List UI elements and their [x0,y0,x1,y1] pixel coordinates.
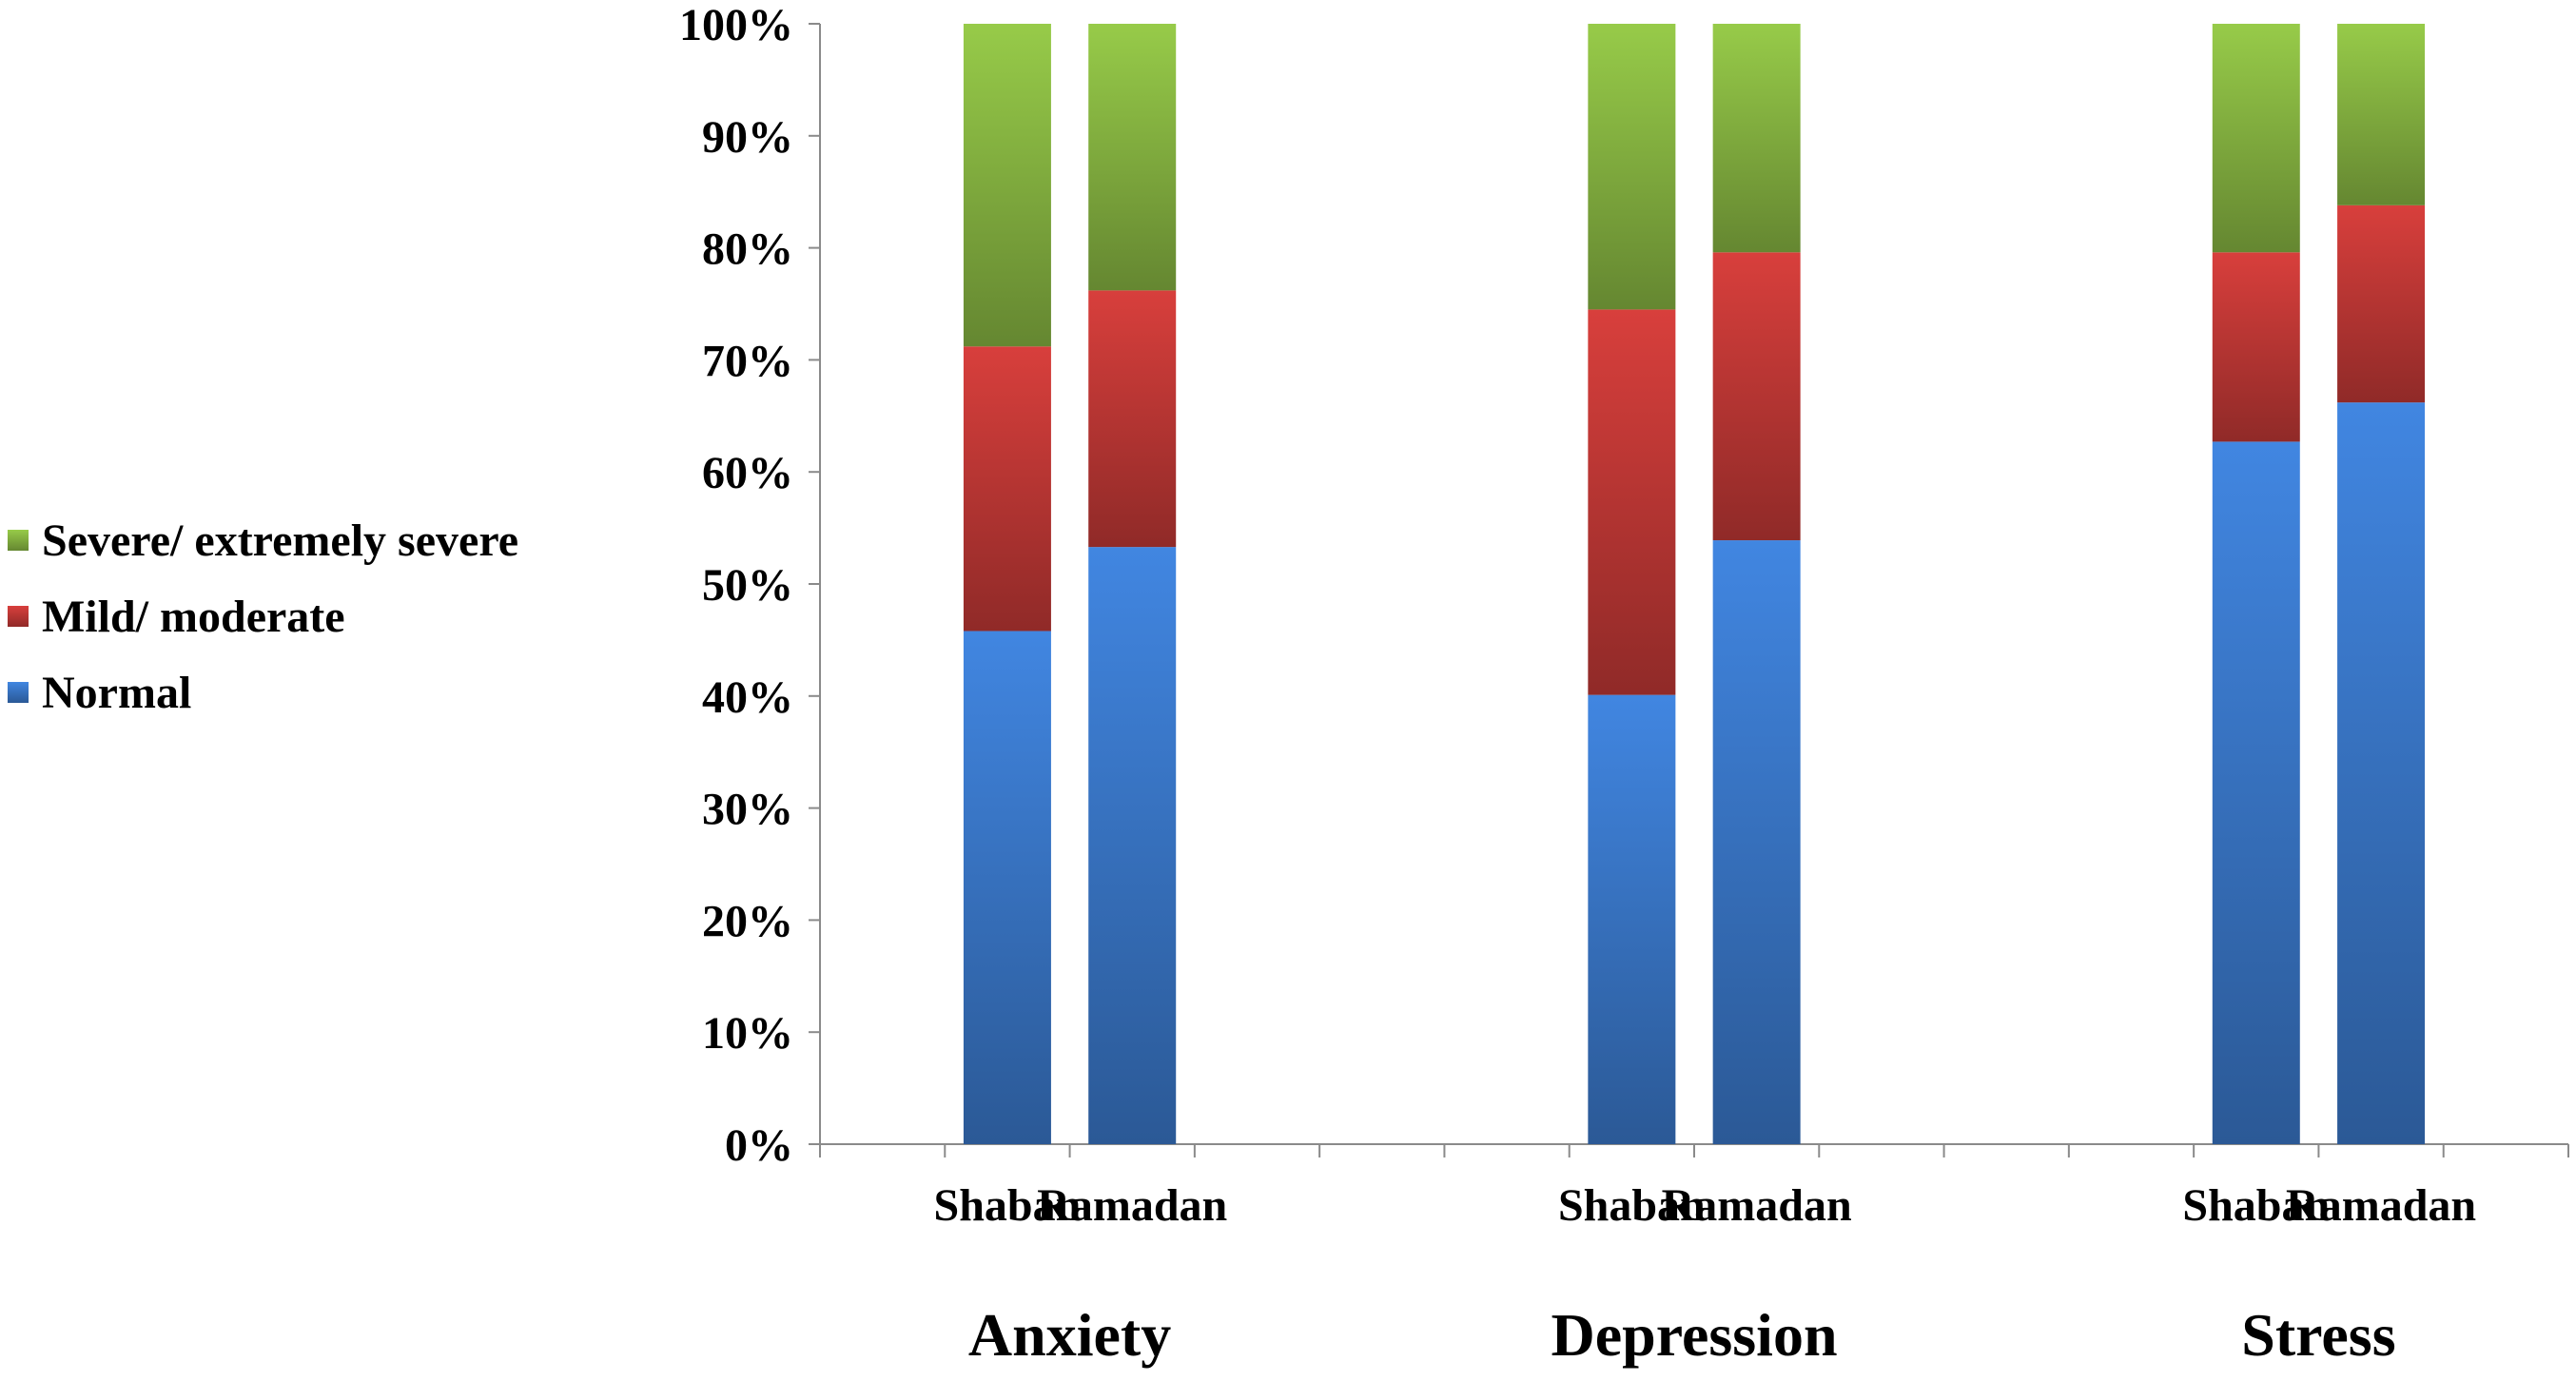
bar-segment-normal [1088,547,1177,1144]
x-category-label: Ramadan [2286,1180,2476,1231]
bar-segment-mild-moderate [2337,204,2426,403]
bar-segment-mild-moderate [2212,252,2300,442]
x-category-label: Shaban [1558,1180,1706,1231]
x-group-label: Depression [1551,1301,1837,1369]
legend-swatch [8,682,29,703]
bar-segment-normal [1712,540,1801,1144]
bar-segment-severe-extremely-severe [1088,24,1177,291]
x-category-label: Shaban [2182,1180,2330,1231]
y-tick-label: 90% [702,112,793,163]
legend-label: Severe/ extremely severe [42,515,518,566]
bar-segment-normal [2337,402,2426,1144]
x-category-label: Ramadan [1662,1180,1852,1231]
bar-segment-mild-moderate [1088,290,1177,548]
legend-label: Normal [42,668,191,718]
bar-segment-normal [963,631,1051,1144]
bar-segment-severe-extremely-severe [1588,24,1676,310]
x-category-label: Ramadan [1037,1180,1227,1231]
x-category-label: Shaban [934,1180,1082,1231]
legend-swatch [8,606,29,627]
legend: Severe/ extremely severe Mild/ moderate No… [8,515,518,718]
bar-segment-severe-extremely-severe [2337,24,2426,205]
axes [809,23,2569,1157]
y-tick-label: 60% [702,448,793,498]
x-group-label: Stress [2241,1301,2395,1369]
y-tick-label: 10% [702,1008,793,1059]
y-tick-label: 50% [702,560,793,611]
bar-segment-severe-extremely-severe [1712,24,1801,253]
bar-segment-severe-extremely-severe [963,24,1051,347]
y-tick-label: 40% [702,672,793,723]
bar-segment-mild-moderate [1588,309,1676,695]
y-tick-label: 80% [702,224,793,275]
bar-segment-mild-moderate [1712,252,1801,541]
y-tick-label: 70% [702,336,793,386]
bars [963,24,2426,1144]
bar-segment-severe-extremely-severe [2212,24,2300,253]
bar-segment-normal [2212,441,2300,1144]
legend-label: Mild/ moderate [42,592,345,642]
bar-segment-mild-moderate [963,346,1051,632]
y-tick-label: 20% [702,896,793,946]
bar-segment-normal [1588,694,1676,1144]
legend-swatch [8,530,29,551]
x-group-label: Anxiety [968,1301,1171,1369]
y-tick-label: 100% [679,0,793,50]
y-tick-label: 0% [725,1120,793,1171]
labels: 0%10%20%30%40%50%60%70%80%90%100%ShabanR… [679,0,2476,1369]
y-tick-label: 30% [702,785,793,835]
